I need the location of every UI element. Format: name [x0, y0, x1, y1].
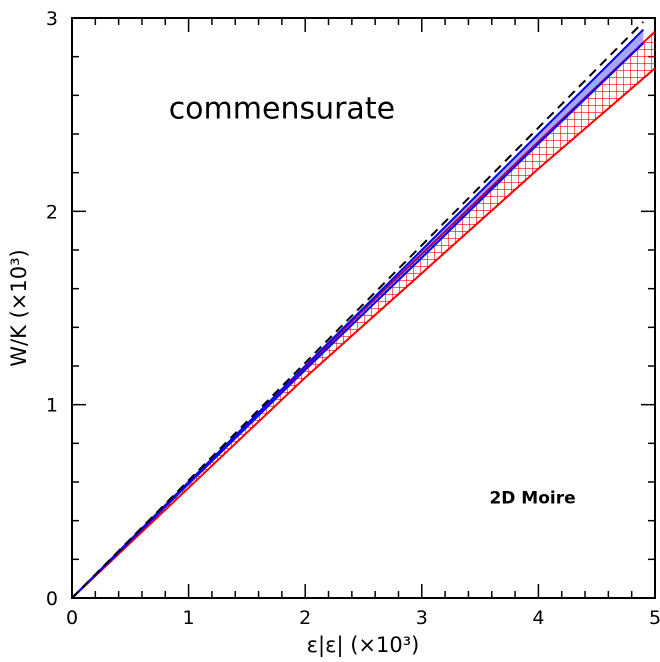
- dashed-line: [72, 21, 645, 598]
- x-tick-label: 4: [532, 607, 544, 629]
- y-tick-label: 3: [46, 8, 58, 30]
- y-tick-label: 1: [46, 395, 58, 417]
- axis-ticks: [71, 17, 656, 599]
- plot-frame: [71, 17, 656, 599]
- x-tick-label: 2: [299, 607, 311, 629]
- x-tick-label: 0: [66, 607, 78, 629]
- red-band-lower: [72, 67, 655, 598]
- annotation-2d-moire: 2D Moire: [489, 488, 575, 508]
- y-tick-label: 2: [46, 201, 58, 223]
- y-tick-label: 0: [46, 588, 58, 610]
- x-tick-label: 3: [416, 607, 428, 629]
- series-layer: [72, 21, 655, 598]
- annotation-commensurate: commensurate: [169, 92, 395, 127]
- x-tick-label: 1: [183, 607, 195, 629]
- x-axis-title: ε|ε| (×10³): [307, 633, 420, 658]
- blue-band-lower: [72, 42, 645, 598]
- y-axis-title: W/K (×10³): [7, 249, 31, 366]
- x-tick-label: 5: [649, 607, 660, 629]
- tick-labels: 0 1 2 3 4 5 0 1 2 3: [46, 8, 660, 629]
